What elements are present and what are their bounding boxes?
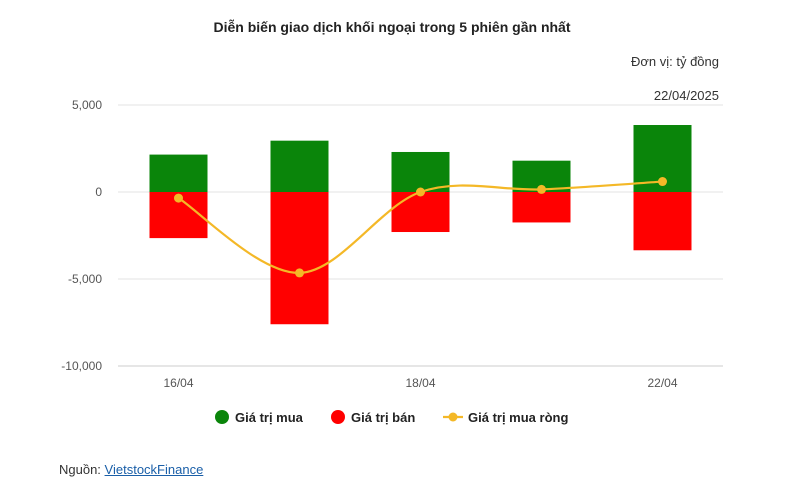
legend-label: Giá trị mua ròng xyxy=(468,410,568,425)
net-line xyxy=(174,177,667,278)
legend-swatch xyxy=(215,410,229,424)
legend-swatch xyxy=(331,410,345,424)
y-tick-label: -10,000 xyxy=(61,359,102,373)
sell-bar[interactable] xyxy=(391,192,450,233)
unit-label: Đơn vị: tỷ đồng xyxy=(631,54,719,69)
legend-item[interactable]: Giá trị mua xyxy=(215,410,304,425)
legend-label: Giá trị bán xyxy=(351,410,415,425)
y-tick-label: -5,000 xyxy=(68,272,102,286)
y-axis: 5,000 0 -5,000 -10,000 xyxy=(61,98,102,373)
bars xyxy=(149,125,692,325)
net-point[interactable] xyxy=(416,187,425,197)
legend-swatch xyxy=(448,412,458,422)
net-point[interactable] xyxy=(537,184,546,194)
net-point[interactable] xyxy=(295,268,304,278)
x-tick-label: 16/04 xyxy=(163,376,193,390)
sell-bar[interactable] xyxy=(633,192,692,251)
legend-item[interactable]: Giá trị bán xyxy=(331,410,415,425)
source-label: Nguồn: xyxy=(59,462,105,477)
net-point[interactable] xyxy=(174,193,183,203)
date-label: 22/04/2025 xyxy=(654,88,719,103)
legend[interactable]: Giá trị mua Giá trị bán Giá trị mua ròng xyxy=(215,410,568,425)
buy-bar[interactable] xyxy=(391,151,450,192)
y-tick-label: 0 xyxy=(95,185,102,199)
sell-bar[interactable] xyxy=(512,192,571,223)
y-tick-label: 5,000 xyxy=(72,98,102,112)
x-tick-label: 22/04 xyxy=(647,376,677,390)
net-point[interactable] xyxy=(658,177,667,187)
x-axis: 16/04 18/04 22/04 xyxy=(163,376,677,390)
legend-label: Giá trị mua xyxy=(235,410,304,425)
sell-bar[interactable] xyxy=(270,192,329,325)
source-note: Nguồn: VietstockFinance xyxy=(59,462,203,477)
buy-bar[interactable] xyxy=(149,154,208,192)
x-tick-label: 18/04 xyxy=(405,376,435,390)
legend-item[interactable]: Giá trị mua ròng xyxy=(443,410,568,425)
buy-bar[interactable] xyxy=(270,140,329,192)
chart-title: Diễn biến giao dịch khối ngoại trong 5 p… xyxy=(213,19,570,35)
source-link[interactable]: VietstockFinance xyxy=(104,462,204,477)
